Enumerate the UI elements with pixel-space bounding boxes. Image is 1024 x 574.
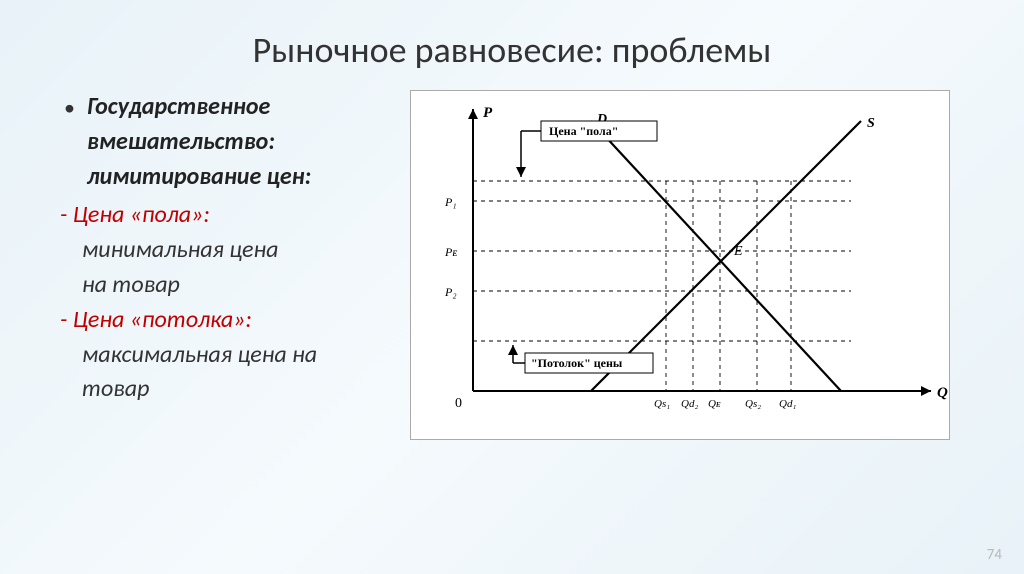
svg-text:Qs₂: Qs₂ [745,398,761,410]
supply-demand-chart: PQ0DSEP₁PᴇP₂Qs₁Qd₂QᴇQs₂Qd₁Цена "пола""По… [411,91,951,441]
chart-box: PQ0DSEP₁PᴇP₂Qs₁Qd₂QᴇQs₂Qd₁Цена "пола""По… [410,90,950,440]
bullet-icon: • [60,90,87,194]
svg-text:Qᴇ: Qᴇ [708,398,721,410]
content-row: • Государственное вмешательство: лимитир… [0,72,1024,440]
svg-text:Qs₁: Qs₁ [654,398,670,410]
svg-text:P₁: P₁ [444,195,457,209]
svg-text:S: S [867,116,875,131]
svg-text:Qd₁: Qd₁ [779,398,796,410]
floor-desc-1: минимальная цена [60,233,400,268]
svg-text:Qd₂: Qd₂ [681,398,698,410]
floor-desc-2: на товар [60,268,400,303]
svg-text:P₂: P₂ [444,285,457,299]
chart-column: PQ0DSEP₁PᴇP₂Qs₁Qd₂QᴇQs₂Qd₁Цена "пола""По… [400,90,976,440]
text-column: • Государственное вмешательство: лимитир… [60,90,400,440]
svg-text:Pᴇ: Pᴇ [444,245,457,259]
svg-text:P: P [483,105,493,121]
svg-text:Q: Q [937,385,948,401]
bullet-row: • Государственное вмешательство: лимитир… [60,90,400,194]
floor-label: - Цена «пола»: [60,198,400,233]
intervention-heading: Государственное вмешательство: лимитиров… [87,90,400,194]
svg-text:0: 0 [455,396,462,411]
ceiling-desc-2: товар [60,372,400,407]
slide-number: 74 [987,546,1002,564]
svg-text:Цена "пола": Цена "пола" [549,124,618,138]
svg-text:E: E [733,244,743,259]
ceiling-label: - Цена «потолка»: [60,303,400,338]
svg-text:"Потолок" цены: "Потолок" цены [531,356,623,370]
slide-title: Рыночное равновесие: проблемы [0,0,1024,72]
ceiling-desc-1: максимальная цена на [60,338,400,373]
